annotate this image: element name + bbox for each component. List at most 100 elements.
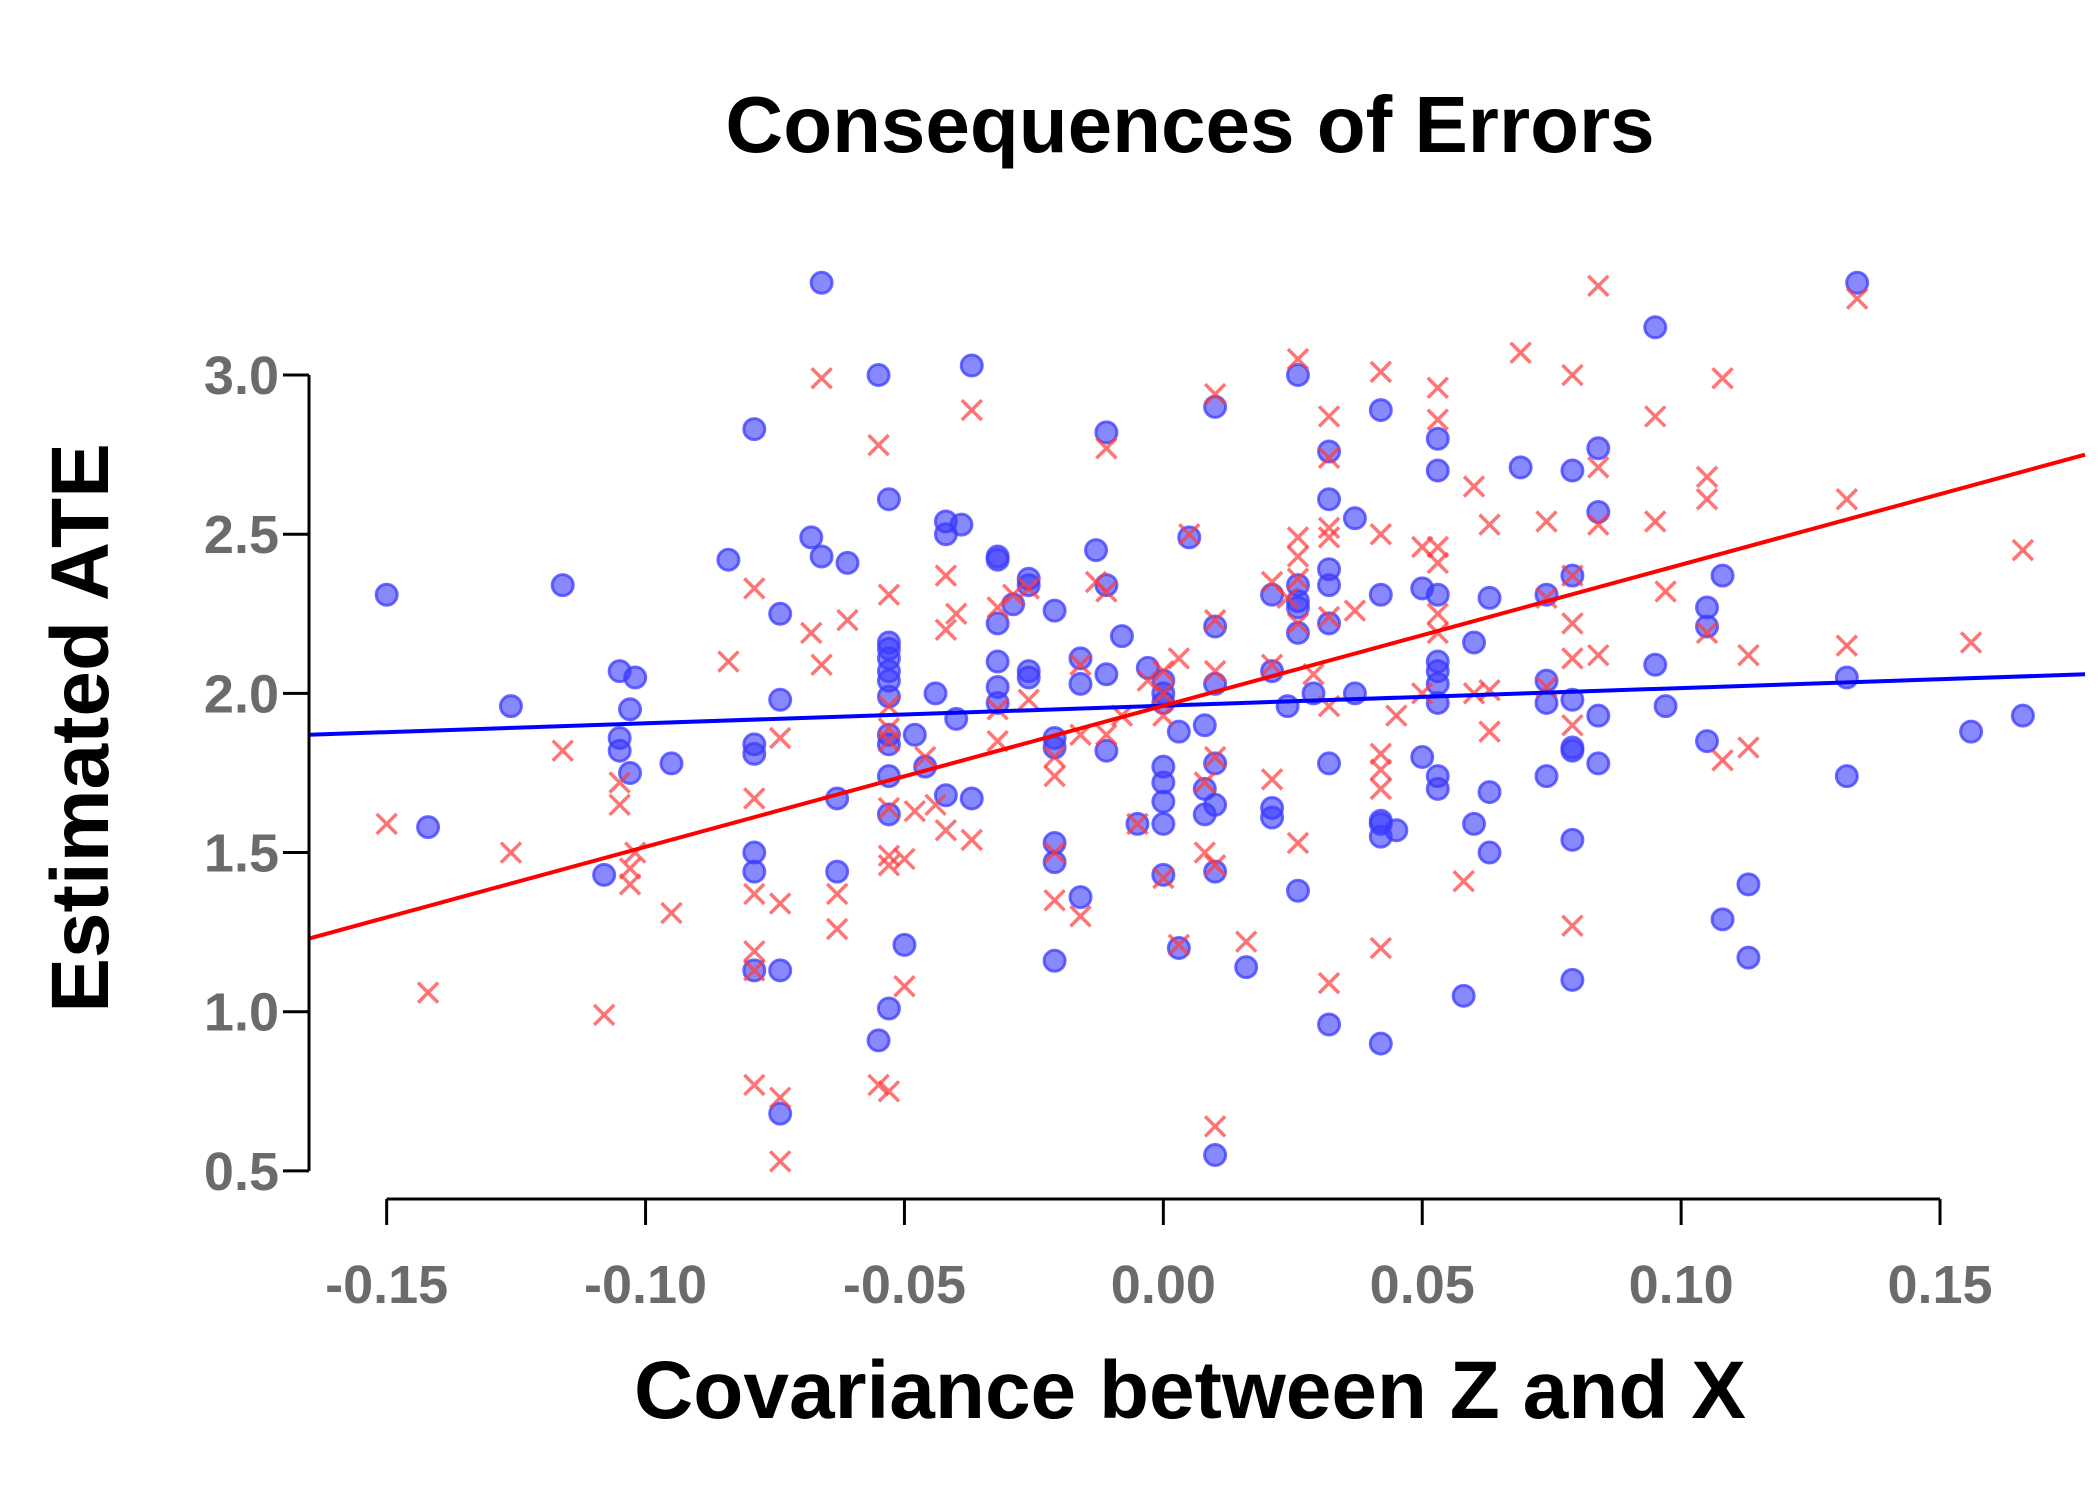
red-x-point <box>1587 643 1610 667</box>
red-x-point <box>924 793 947 817</box>
red-x-point <box>1286 545 1310 568</box>
red-x-point <box>1317 605 1341 629</box>
blue-circle-point <box>1560 967 1585 992</box>
red-x-point <box>867 1073 890 1097</box>
red-x-point <box>1260 653 1284 676</box>
red-x-point <box>416 981 440 1004</box>
red-x-point <box>1369 777 1393 801</box>
y-tick-label: 0.5 <box>204 1142 279 1202</box>
blue-circle-point <box>1560 738 1585 763</box>
blue-circle-point <box>607 725 632 750</box>
blue-circle-point <box>416 815 441 840</box>
blue-circle-point <box>1425 582 1450 607</box>
blue-circle-point <box>866 363 891 388</box>
blue-circle-point <box>1203 792 1228 817</box>
blue-circle-point <box>1462 811 1487 836</box>
red-x-point <box>1561 914 1584 938</box>
red-fit-line <box>308 452 2086 941</box>
red-x-point <box>1203 382 1227 406</box>
red-x-point <box>1959 631 1983 654</box>
blue-circle-point <box>1462 630 1487 655</box>
blue-circle-point <box>1560 687 1585 712</box>
red-x-point <box>1167 647 1191 670</box>
y-tick-label: 2.5 <box>204 505 279 565</box>
blue-circle-point <box>1317 611 1342 636</box>
blue-circle-point <box>1094 573 1119 598</box>
blue-circle-point <box>1317 573 1342 598</box>
red-x-point <box>1835 487 1859 511</box>
blue-circle-point <box>985 547 1010 572</box>
red-x-point <box>1043 745 1066 769</box>
blue-circle-point <box>1477 780 1502 805</box>
blue-circle-point <box>2010 703 2035 728</box>
blue-circle-point <box>809 544 834 569</box>
x-tick-label: 0.05 <box>1370 1255 1475 1315</box>
red-x-point <box>986 698 1009 721</box>
red-x-point <box>1317 971 1341 995</box>
red-x-point <box>877 694 901 718</box>
red-x-point <box>1644 510 1667 533</box>
blue-circle-point <box>985 690 1010 715</box>
blue-circle-point <box>1653 694 1678 719</box>
red-x-point <box>800 621 823 645</box>
red-x-point <box>1276 586 1299 610</box>
red-x-point <box>944 602 968 626</box>
red-x-point <box>1369 360 1393 384</box>
red-x-point <box>660 901 683 925</box>
blue-circle-point <box>1317 751 1342 776</box>
red-x-point <box>717 650 740 673</box>
red-x-point <box>608 793 631 817</box>
red-x-point <box>768 892 792 915</box>
red-x-point <box>743 577 766 600</box>
red-x-point <box>1234 930 1258 953</box>
blue-circle-point <box>1384 818 1409 843</box>
blue-circle-point <box>1016 573 1041 598</box>
red-x-point <box>877 1080 901 1103</box>
blue-circle-point <box>1410 745 1435 770</box>
blue-circle-point <box>1275 694 1300 719</box>
blue-circle-point <box>1192 713 1217 738</box>
red-x-point <box>1260 768 1284 791</box>
red-x-point <box>877 796 901 820</box>
red-x-point <box>877 854 901 877</box>
red-x-point <box>2011 538 2035 562</box>
red-x-point <box>1478 678 1501 702</box>
blue-circle-point <box>1177 525 1202 550</box>
red-x-point <box>1317 526 1341 549</box>
y-ticks: 0.5 1.0 1.5 2.0 2.5 3.0 <box>204 346 309 1202</box>
red-x-point <box>1152 659 1175 683</box>
chart-title: Consequences of Errors <box>725 80 1654 169</box>
blue-circle-point <box>1203 1142 1228 1167</box>
blue-circle-point <box>1845 270 1870 295</box>
red-x-point <box>934 564 958 587</box>
blue-circle-point <box>1151 811 1176 836</box>
red-x-point <box>893 975 916 998</box>
blue-circle-point <box>1234 955 1259 980</box>
blue-circle-point <box>742 859 767 884</box>
red-x-point <box>825 882 849 906</box>
red-x-point <box>1561 612 1584 635</box>
red-x-point <box>1452 869 1475 893</box>
blue-circle-point <box>1094 662 1119 687</box>
blue-circle-point <box>799 525 824 550</box>
red-x-point <box>743 882 766 906</box>
x-ticks: -0.15 -0.10 -0.05 0.00 0.05 0.10 0.15 <box>325 1199 1993 1315</box>
blue-circle-point <box>835 550 860 575</box>
blue-circle-point <box>949 512 974 537</box>
red-x-point <box>1369 936 1393 960</box>
blue-circle-point <box>1710 563 1735 588</box>
blue-circle-point <box>1534 764 1559 789</box>
blue-circle-point <box>1368 1031 1393 1056</box>
red-x-point <box>1587 456 1610 479</box>
blue-circle-point <box>866 1028 891 1053</box>
red-x-point <box>1152 682 1175 705</box>
red-x-point <box>551 739 574 762</box>
blue-circle-point <box>892 932 917 957</box>
blue-circle-point <box>768 687 793 712</box>
red-x-point <box>893 847 916 871</box>
blue-circle-point <box>1203 614 1228 639</box>
red-x-point <box>1411 682 1434 705</box>
red-x-point <box>836 608 859 632</box>
blue-circle-point <box>1016 665 1041 690</box>
y-tick-label: 3.0 <box>204 346 279 406</box>
